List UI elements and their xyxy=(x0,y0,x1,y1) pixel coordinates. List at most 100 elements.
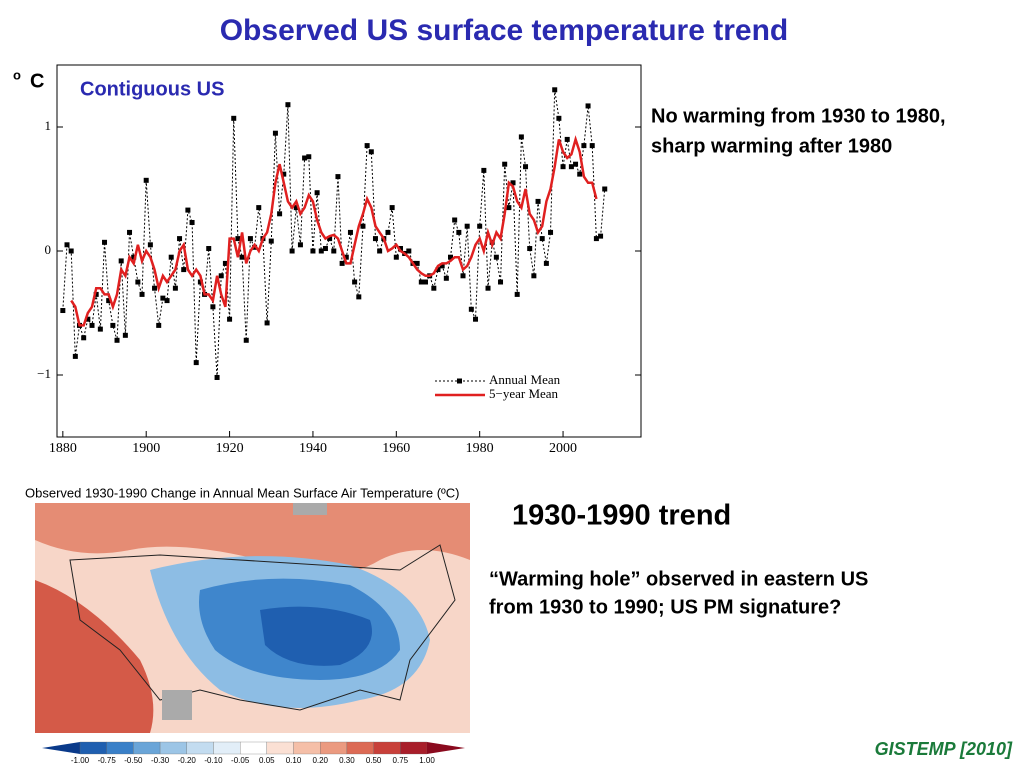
y-tick-label: 0 xyxy=(45,242,52,257)
missing-data xyxy=(293,503,327,515)
data-point xyxy=(335,174,341,180)
colorbar-label: 0.05 xyxy=(259,756,275,765)
colorbar-bin xyxy=(240,741,267,755)
data-point xyxy=(181,267,187,273)
data-point xyxy=(368,149,374,155)
data-point xyxy=(222,260,228,266)
data-point xyxy=(264,320,270,326)
data-point xyxy=(102,239,108,245)
data-point xyxy=(372,236,378,242)
data-point xyxy=(439,263,445,269)
data-point xyxy=(598,233,604,239)
colorbar-label: 0.10 xyxy=(286,756,302,765)
data-point xyxy=(464,223,470,229)
chart: o C Contiguous US −1 0 1 1880 1900 1920 1940 19… xyxy=(13,64,642,456)
data-point xyxy=(177,236,183,242)
data-point xyxy=(602,186,608,192)
colorbar: -1.00 -0.75 -0.50 -0.30 -0.20 -0.10 -0.05 0.05 0… xyxy=(42,741,465,765)
data-point xyxy=(564,136,570,142)
data-point xyxy=(239,254,245,260)
data-point xyxy=(343,254,349,260)
data-point xyxy=(481,167,487,173)
note-line: from 1930 to 1990; US PM signature? xyxy=(489,596,841,618)
data-point xyxy=(285,102,291,108)
colorbar-bin xyxy=(79,741,107,755)
data-point xyxy=(589,143,595,149)
data-point xyxy=(68,248,74,254)
data-point xyxy=(360,223,366,229)
data-point xyxy=(127,229,133,235)
data-point xyxy=(393,254,399,260)
x-tick-label: 2000 xyxy=(549,441,577,456)
data-point xyxy=(352,279,358,285)
colorbar-bin xyxy=(186,741,214,755)
data-point xyxy=(156,322,162,328)
colorbar-label: -0.30 xyxy=(151,756,170,765)
data-point xyxy=(64,242,70,248)
y-unit-sup: o xyxy=(13,67,21,82)
data-point xyxy=(493,254,499,260)
data-point xyxy=(277,211,283,217)
colorbar-label: 0.20 xyxy=(312,756,328,765)
data-point xyxy=(143,177,149,183)
colorbar-bin xyxy=(266,741,294,755)
data-point xyxy=(193,360,199,366)
note-line: “Warming hole” observed in eastern US xyxy=(489,568,868,590)
map-region xyxy=(260,606,372,666)
data-point xyxy=(414,260,420,266)
data-point xyxy=(510,180,516,186)
side-notes: No warming from 1930 to 1980, sharp warm… xyxy=(489,105,1013,758)
data-point xyxy=(210,304,216,310)
note-line: sharp warming after 1980 xyxy=(651,135,892,157)
colorbar-label: -1.00 xyxy=(71,756,90,765)
colorbar-label: -0.05 xyxy=(231,756,250,765)
data-point xyxy=(139,291,145,297)
data-point xyxy=(231,115,237,121)
data-point xyxy=(256,205,262,211)
source: GISTEMP [2010] xyxy=(875,739,1013,759)
series-line xyxy=(70,135,598,327)
colorbar-label: 1.00 xyxy=(419,756,435,765)
colorbar-bin xyxy=(133,741,161,755)
data-point xyxy=(431,285,437,291)
data-point xyxy=(322,246,328,252)
data-point xyxy=(227,316,233,322)
colorbar-label: -0.10 xyxy=(204,756,223,765)
missing-data xyxy=(162,690,192,720)
colorbar-label: 0.75 xyxy=(393,756,409,765)
data-point xyxy=(397,246,403,252)
map-region xyxy=(35,580,154,733)
data-point xyxy=(514,291,520,297)
data-point xyxy=(327,236,333,242)
legend-marker xyxy=(457,378,462,384)
data-point xyxy=(164,298,170,304)
data-point xyxy=(523,164,529,170)
data-point xyxy=(281,171,287,177)
data-point xyxy=(477,223,483,229)
data-point xyxy=(310,248,316,254)
data-point xyxy=(152,285,158,291)
chart-annotation: Contiguous US xyxy=(80,78,224,100)
data-point xyxy=(356,294,362,300)
colorbar-bin xyxy=(159,741,187,755)
data-point xyxy=(85,316,91,322)
data-point xyxy=(460,273,466,279)
colorbar-label: 0.30 xyxy=(339,756,355,765)
data-point xyxy=(185,207,191,213)
data-point xyxy=(573,161,579,167)
x-tick-label: 1900 xyxy=(132,441,160,456)
data-point xyxy=(435,267,441,273)
colorbar-label: -0.20 xyxy=(178,756,197,765)
data-point xyxy=(293,205,299,211)
data-point xyxy=(72,353,78,359)
map-borders xyxy=(69,544,456,711)
colorbar-label: -0.75 xyxy=(98,756,117,765)
data-point xyxy=(389,205,395,211)
data-point xyxy=(318,248,324,254)
data-point xyxy=(535,198,541,204)
colorbar-end xyxy=(42,742,80,754)
colorbar-bin xyxy=(213,741,241,755)
x-tick-label: 1940 xyxy=(299,441,327,456)
data-point xyxy=(339,260,345,266)
data-point xyxy=(548,229,554,235)
